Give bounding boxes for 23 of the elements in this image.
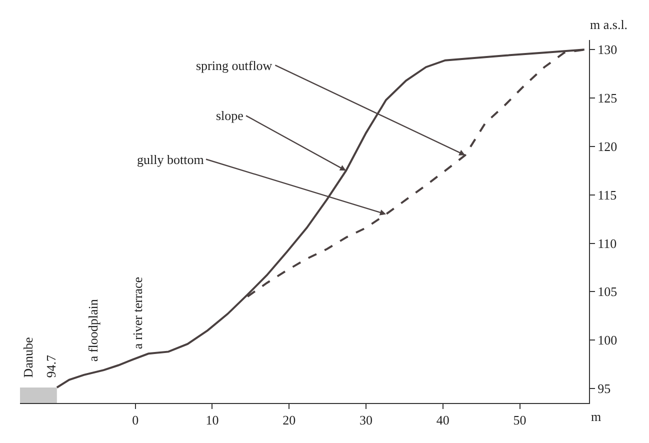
annotation: 94.7 [44,354,59,378]
y-tick-label: 120 [598,139,618,154]
y-axis-title: m a.s.l. [590,17,628,32]
y-tick-label: 110 [598,236,617,251]
y-tick-label: 130 [598,42,618,58]
annotation: slope [216,108,244,123]
y-tick-label: 105 [598,284,618,300]
x-tick-label: 40 [436,412,450,428]
x-tick-label: 20 [282,412,296,428]
annotation: a floodplain [86,298,101,362]
y-tick-label: 95 [598,381,611,396]
y-tick-label: 100 [598,332,618,348]
x-tick-label: 10 [206,412,219,428]
x-axis-title: m [591,409,602,424]
y-tick-label: 125 [598,90,618,106]
y-tick-label: 115 [598,187,617,202]
annotation: gully bottom [137,152,204,167]
annotation: a river terrace [130,276,146,350]
x-tick-label: 30 [360,412,373,428]
annotation: spring outflow [196,58,273,73]
annotation: Danube [20,337,36,378]
x-tick-label: 50 [513,412,526,428]
x-tick-label: 0 [132,412,139,428]
